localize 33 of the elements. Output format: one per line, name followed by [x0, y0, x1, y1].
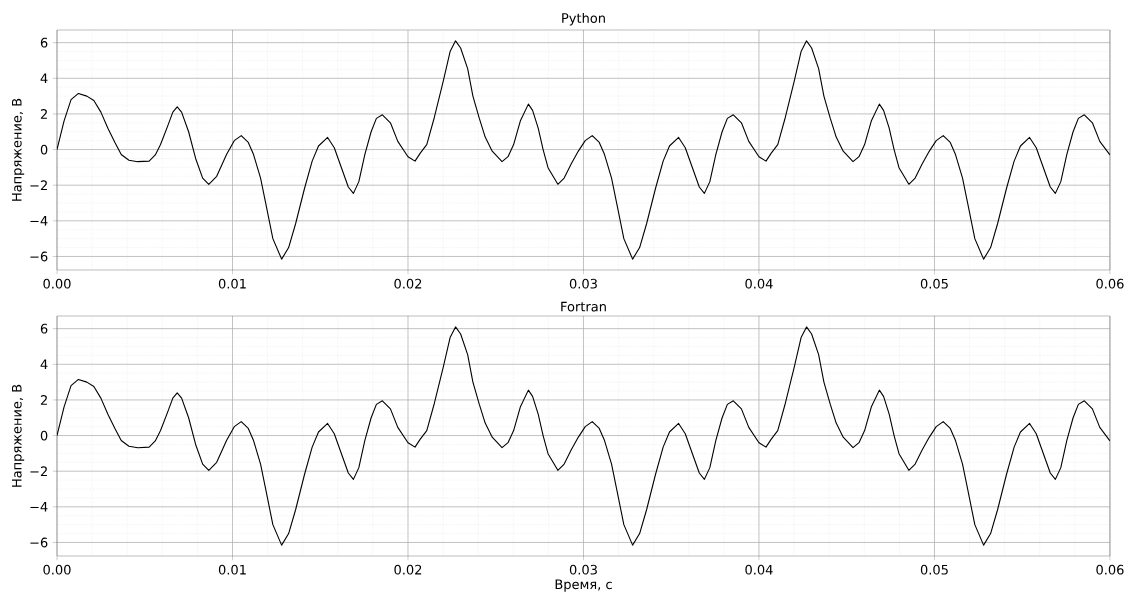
y-tick-label: 4: [40, 359, 48, 370]
x-tick-label: 0.02: [394, 564, 422, 575]
x-tick-label: 0.03: [569, 564, 597, 575]
x-tick-label: 0.06: [1096, 564, 1124, 575]
x-tick-label: 0.03: [569, 278, 597, 289]
x-tick-label: 0.02: [394, 278, 422, 289]
y-tick-label: −6: [30, 251, 48, 262]
y-tick-label: 6: [40, 37, 48, 48]
y-tick-label: −4: [30, 216, 48, 226]
x-tick-label: 0.06: [1096, 278, 1124, 289]
chart-title: Python: [562, 12, 605, 26]
y-axis-title: Напряжение, В: [12, 384, 25, 487]
y-tick-label: 2: [40, 109, 47, 119]
x-tick-label: 0.00: [43, 278, 71, 289]
y-tick-label: 4: [40, 73, 48, 84]
x-tick-label: 0.00: [43, 564, 71, 575]
x-axis-title: Время, с: [555, 579, 612, 592]
y-tick-label: −4: [30, 502, 48, 512]
x-tick-label: 0.01: [218, 564, 246, 575]
y-tick-label: 0: [40, 144, 48, 155]
y-tick-label: 0: [40, 430, 48, 441]
x-tick-label: 0.05: [920, 564, 948, 575]
chart-title: Fortran: [561, 301, 606, 312]
x-tick-label: 0.01: [218, 278, 246, 289]
x-tick-label: 0.04: [745, 564, 773, 575]
y-tick-label: 2: [40, 395, 47, 405]
y-tick-label: −2: [30, 180, 47, 191]
y-tick-label: 6: [40, 323, 48, 334]
x-tick-label: 0.05: [920, 278, 948, 289]
y-axis-title: Напряжение, В: [12, 98, 25, 201]
x-tick-label: 0.04: [745, 278, 773, 289]
y-tick-label: −6: [30, 537, 48, 548]
y-tick-label: −2: [30, 466, 47, 477]
